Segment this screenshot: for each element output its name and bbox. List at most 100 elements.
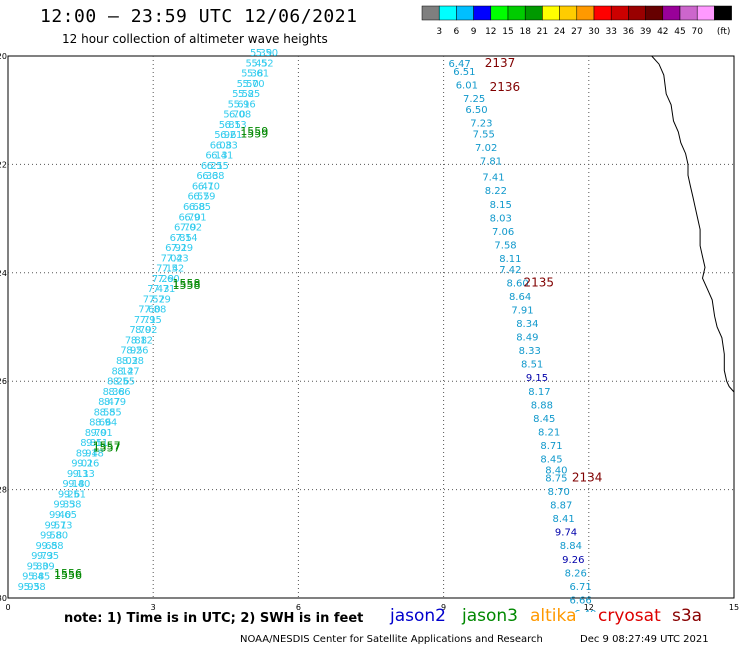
left-track-value: 5.85 — [238, 89, 260, 100]
legend-label: 45 — [674, 27, 685, 37]
left-track-value: 9.33 — [53, 500, 75, 511]
left-track-value: 8.85 — [99, 407, 121, 418]
left-track-value: 7.88 — [144, 305, 166, 316]
left-track-value: 8.02 — [135, 325, 157, 336]
right-track-value: 8.45 — [533, 414, 555, 425]
left-track-value: 6.91 — [165, 243, 187, 254]
legend-label: 70 — [691, 27, 703, 37]
left-track-value: 6.21 — [220, 130, 242, 141]
left-track-value: 8.38 — [103, 387, 125, 398]
right-track-time: 2136 — [490, 80, 521, 94]
left-track-time: 1559 — [240, 127, 268, 140]
right-track-value: 6.49 — [574, 609, 596, 612]
left-track-value: 9.01 — [71, 459, 93, 470]
left-track-value: 5.70 — [242, 79, 264, 90]
x-tick-label: 0 — [5, 603, 10, 612]
left-track-value: 6.70 — [179, 212, 201, 223]
left-track-value: 8.66 — [89, 418, 111, 429]
left-track-value: 5.45 — [28, 572, 50, 583]
left-track-value: 8.02 — [116, 356, 138, 367]
x-tick-label: 12 — [584, 603, 594, 612]
left-track-value: 9.58 — [40, 531, 62, 542]
left-track-value: 6.08 — [229, 110, 251, 121]
right-track-value: 6.01 — [456, 81, 478, 92]
right-track-value: 8.11 — [499, 254, 521, 265]
x-tick-label: 15 — [729, 603, 739, 612]
right-track-value: 8.60 — [507, 278, 529, 289]
left-track-time: 1557 — [93, 442, 121, 455]
right-track-value: 7.41 — [482, 173, 504, 184]
left-track-value: 6.79 — [174, 223, 196, 234]
left-track-value: 6.13 — [225, 120, 247, 131]
left-track-value: 9.88 — [41, 541, 63, 552]
left-track-value: 5.38 — [241, 69, 263, 80]
left-track-value: 7.43 — [147, 284, 169, 295]
sat-jason2: jason2 — [390, 606, 446, 626]
right-track-value: 7.25 — [463, 94, 485, 105]
left-track-value: 7.14 — [175, 233, 197, 244]
right-track-value: 8.03 — [490, 213, 512, 224]
y-tick-label: -22 — [0, 160, 7, 169]
right-track-value: 6.71 — [569, 582, 591, 593]
left-track-value: 6.91 — [184, 212, 206, 223]
right-track-value: 8.71 — [540, 441, 562, 452]
right-track-value: 8.34 — [516, 319, 538, 330]
left-track-value: 9.65 — [55, 510, 77, 521]
left-track-value: 7.60 — [158, 274, 180, 285]
left-track-time: 1558 — [173, 277, 201, 290]
left-track-time: 1556 — [54, 569, 82, 582]
left-track-value: 5.96 — [233, 99, 255, 110]
left-track-value: 7.79 — [149, 294, 171, 305]
credit-text: NOAA/NESDIS Center for Satellite Applica… — [240, 634, 543, 645]
right-track-value: 8.45 — [540, 455, 562, 466]
left-track-value: 5.96 — [214, 130, 236, 141]
right-track-value: 6.51 — [453, 67, 475, 78]
right-track-value: 6.50 — [465, 105, 487, 116]
left-track-value: 5.85 — [219, 120, 241, 131]
right-track-value: 8.49 — [516, 333, 538, 344]
left-track-value: 9.65 — [36, 541, 58, 552]
left-track-value: 5.52 — [251, 58, 273, 69]
right-track-value: 6.66 — [569, 595, 591, 606]
left-track-value: 9.88 — [22, 572, 44, 583]
left-track-value: 6.70 — [198, 181, 220, 192]
left-track-value: 9.95 — [37, 551, 59, 562]
left-track-value: 8.47 — [117, 366, 139, 377]
left-track-time: 1558 — [173, 279, 201, 292]
y-tick-label: -28 — [0, 486, 7, 495]
legend-label: 3 — [436, 27, 442, 37]
left-track-value: 7.02 — [161, 253, 183, 264]
left-track-value: 9.51 — [44, 520, 66, 531]
left-track-value: 8.79 — [104, 397, 126, 408]
right-track-value: 8.15 — [490, 200, 512, 211]
right-track-value: 8.75 — [545, 473, 567, 484]
right-track-value: 8.87 — [550, 501, 572, 512]
left-track-value: 6.41 — [192, 181, 214, 192]
left-track-value: 7.02 — [180, 223, 202, 234]
left-track-value: 5.61 — [247, 69, 269, 80]
right-track-value: 6.47 — [448, 59, 470, 70]
y-tick-label: -30 — [0, 594, 7, 603]
legend-label: 15 — [502, 27, 513, 37]
sat-altika: altika — [530, 606, 577, 626]
left-track-value: 9.18 — [62, 479, 84, 490]
left-track-value: 6.33 — [196, 171, 218, 182]
left-track-value: 6.85 — [189, 202, 211, 213]
left-track-value: 7.14 — [156, 264, 178, 275]
left-track-value: 6.68 — [183, 202, 205, 213]
right-track-time: 2134 — [572, 470, 603, 484]
left-track-time: 1559 — [240, 125, 268, 138]
legend-swatch — [714, 5, 732, 21]
left-track-value: 9.73 — [50, 520, 72, 531]
left-track-value: 5.50 — [256, 48, 278, 59]
right-track-value: 8.88 — [531, 400, 553, 411]
left-track-value: 9.26 — [58, 489, 80, 500]
left-track-value: 8.79 — [85, 428, 107, 439]
page-title: 12:00 — 23:59 UTC 12/06/2021 — [40, 6, 358, 27]
left-track-value: 9.95 — [18, 582, 40, 593]
left-track-value: 7.71 — [153, 284, 175, 295]
left-track-value: 7.79 — [129, 325, 151, 336]
legend-label: 18 — [519, 27, 531, 37]
left-track-value: 9.26 — [77, 459, 99, 470]
left-track-value: 7.52 — [143, 294, 165, 305]
